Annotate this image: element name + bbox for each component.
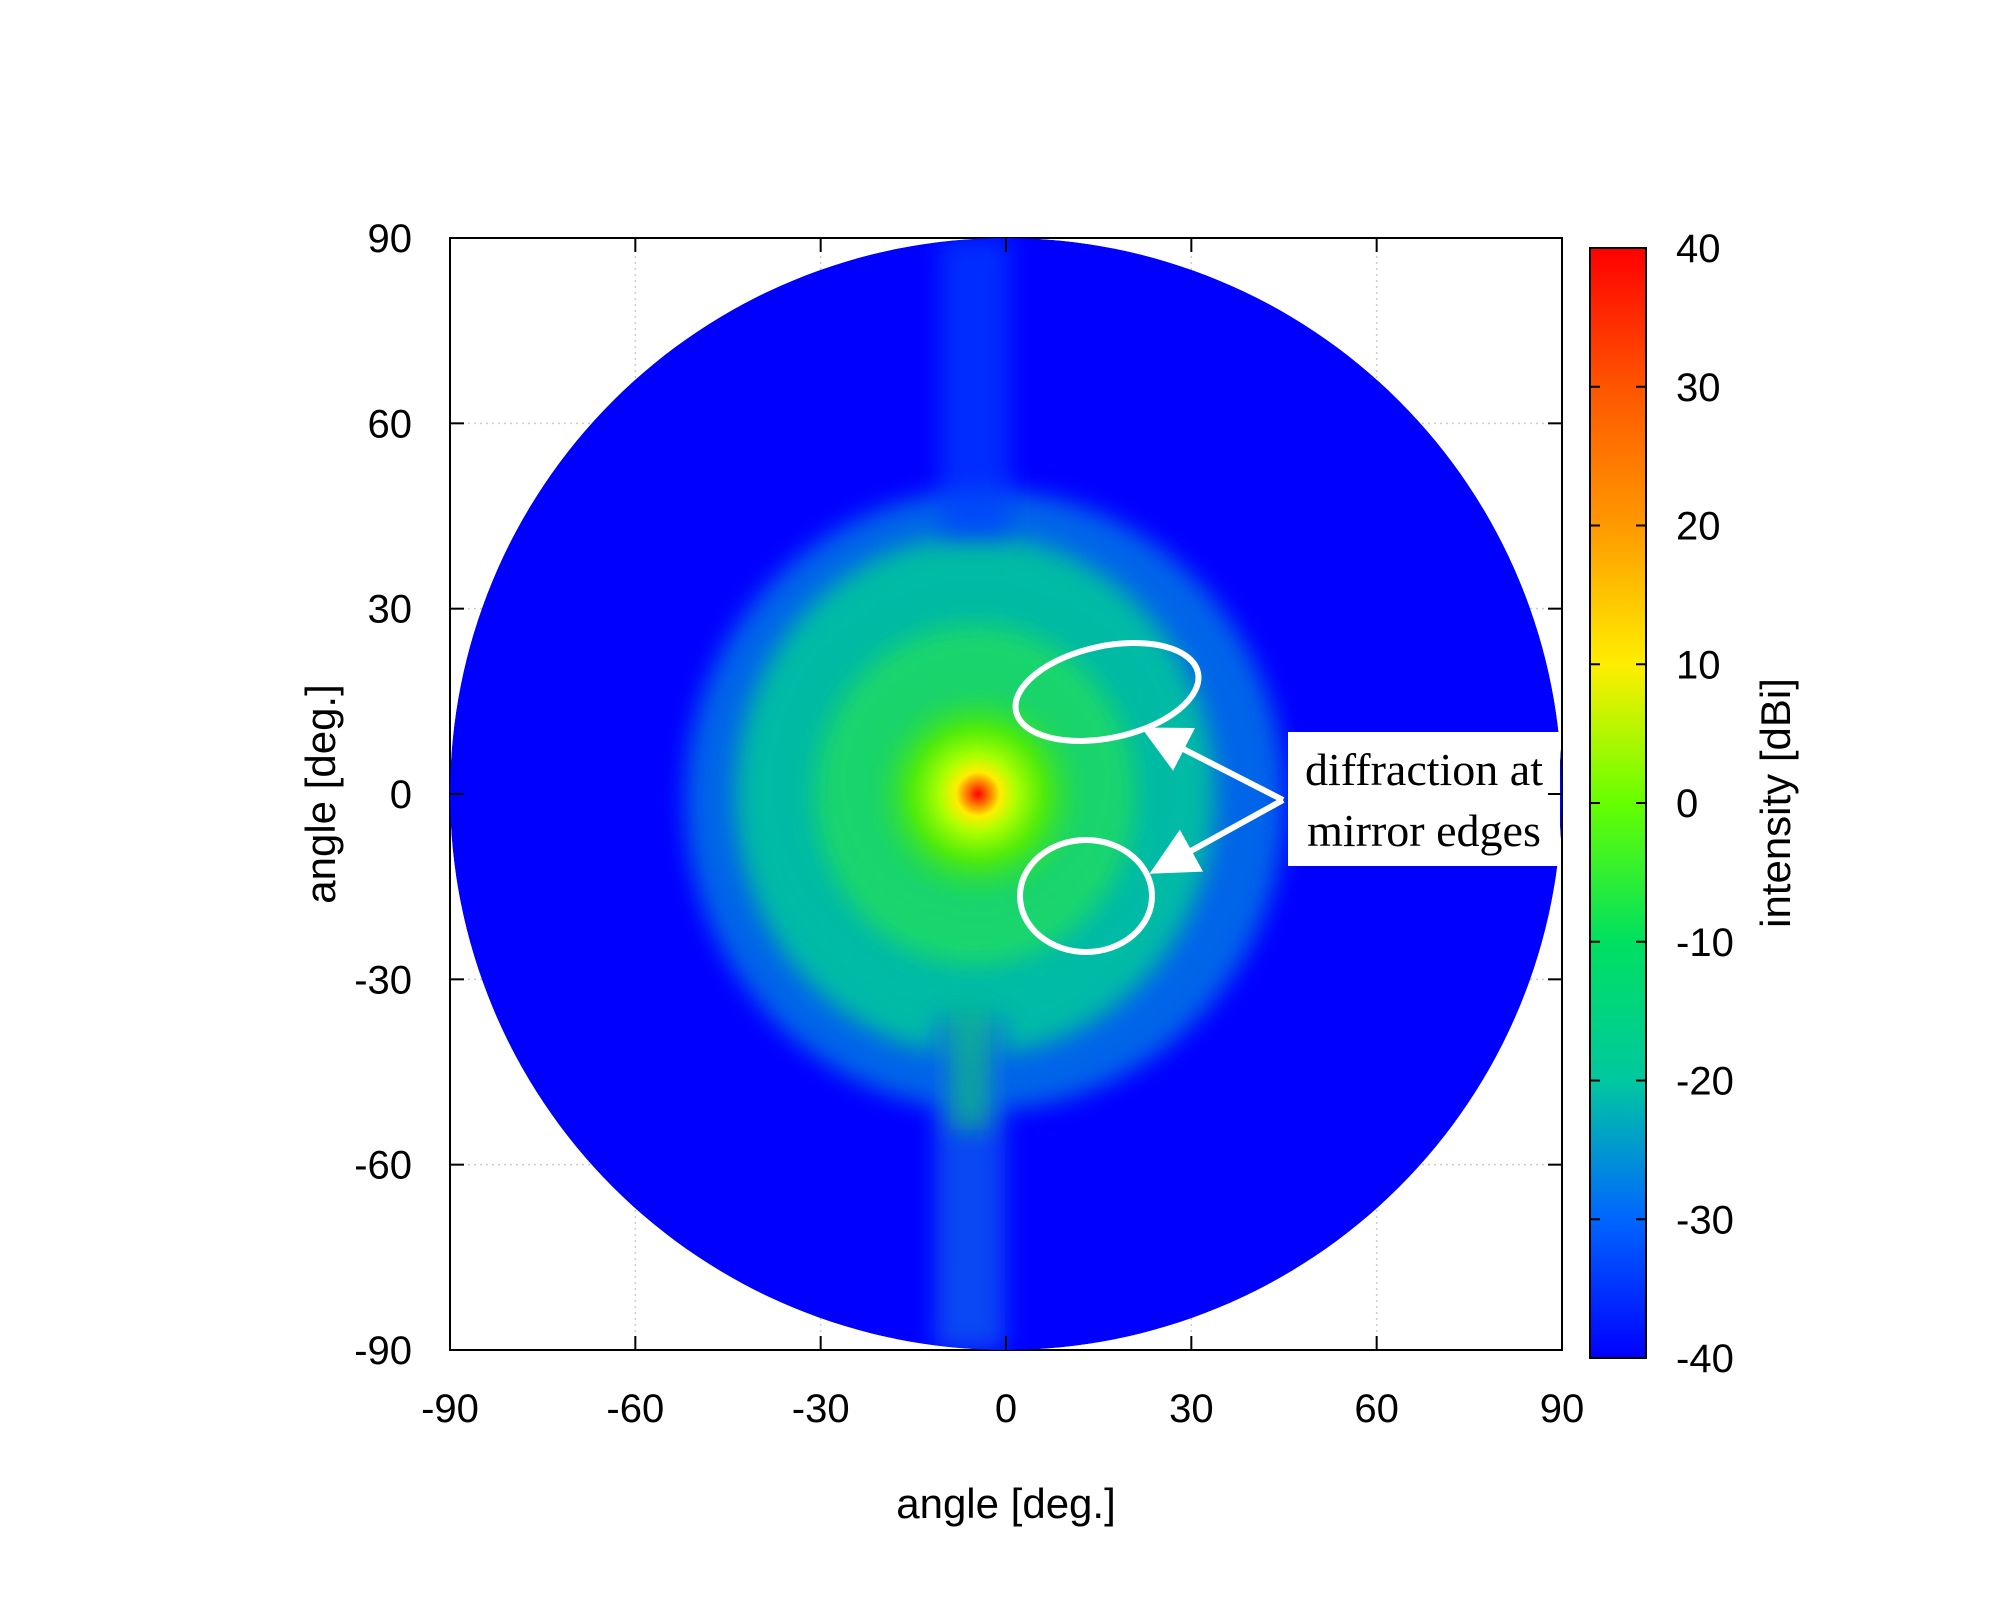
y-axis-ticks: 90 60 30 0 -30 -60 -90: [354, 217, 1562, 1373]
y-tick-label: 0: [390, 773, 412, 817]
main-beam: [868, 684, 1088, 904]
diffraction-ring: [827, 634, 1123, 930]
y-tick-label: -90: [354, 1329, 412, 1373]
annotation-box: [1288, 732, 1560, 866]
x-axis-ticks: -90 -60 -30 0 30 60 90: [421, 238, 1584, 1431]
colorbar-tick-label: 40: [1676, 227, 1721, 271]
colorbar-tick-label: 10: [1676, 643, 1721, 687]
diffraction-ring: [805, 612, 1145, 952]
diffraction-ring: [816, 623, 1134, 941]
x-tick-label: -90: [421, 1387, 479, 1431]
heatmap: [450, 238, 1562, 1350]
diffraction-ring: [750, 557, 1200, 1007]
y-tick-label: 60: [368, 402, 413, 446]
colorbar-tick-label: -10: [1676, 921, 1734, 965]
highlight-ellipse-upper: [1012, 640, 1202, 744]
colorbar-tick-label: -30: [1676, 1198, 1734, 1242]
y-tick-label: -30: [354, 958, 412, 1002]
y-tick-label: 90: [368, 217, 413, 261]
streak-bottom-core: [950, 1010, 990, 1130]
x-tick-label: -30: [792, 1387, 850, 1431]
colorbar-ticks: 40 30 20 10 0 -10 -20 -30 -40: [1590, 227, 1734, 1381]
annotation-arrow-upper: [1141, 727, 1285, 803]
highlight-ellipse-lower: [1017, 837, 1155, 955]
diffraction-ring: [772, 579, 1178, 985]
annotation-line-2: mirror edges: [1307, 805, 1541, 856]
y-tick-label: -60: [354, 1144, 412, 1188]
streak-top: [940, 238, 1010, 538]
y-tick-label: 30: [368, 588, 413, 632]
annotation-line-1: diffraction at: [1305, 744, 1543, 795]
diffraction-ring: [783, 590, 1167, 974]
colorbar-tick-label: -20: [1676, 1060, 1734, 1104]
y-axis-label: angle [deg.]: [297, 684, 344, 904]
diffraction-ring: [849, 656, 1101, 908]
diffraction-ring: [794, 601, 1156, 963]
x-tick-label: 60: [1354, 1387, 1399, 1431]
annotation-arrow-lower: [1149, 797, 1285, 874]
x-tick-label: -60: [606, 1387, 664, 1431]
x-axis-label: angle [deg.]: [896, 1480, 1116, 1527]
diffraction-ring: [761, 568, 1189, 996]
x-tick-label: 90: [1540, 1387, 1585, 1431]
x-tick-label: 0: [995, 1387, 1017, 1431]
colorbar-tick-label: 20: [1676, 505, 1721, 549]
colorbar-label: intensity [dBi]: [1752, 678, 1799, 928]
colorbar-tick-label: 0: [1676, 782, 1698, 826]
x-tick-label: 30: [1169, 1387, 1214, 1431]
colorbar-tick-label: -40: [1676, 1337, 1734, 1381]
colorbar-tick-label: 30: [1676, 366, 1721, 410]
diffraction-ring: [838, 645, 1112, 919]
